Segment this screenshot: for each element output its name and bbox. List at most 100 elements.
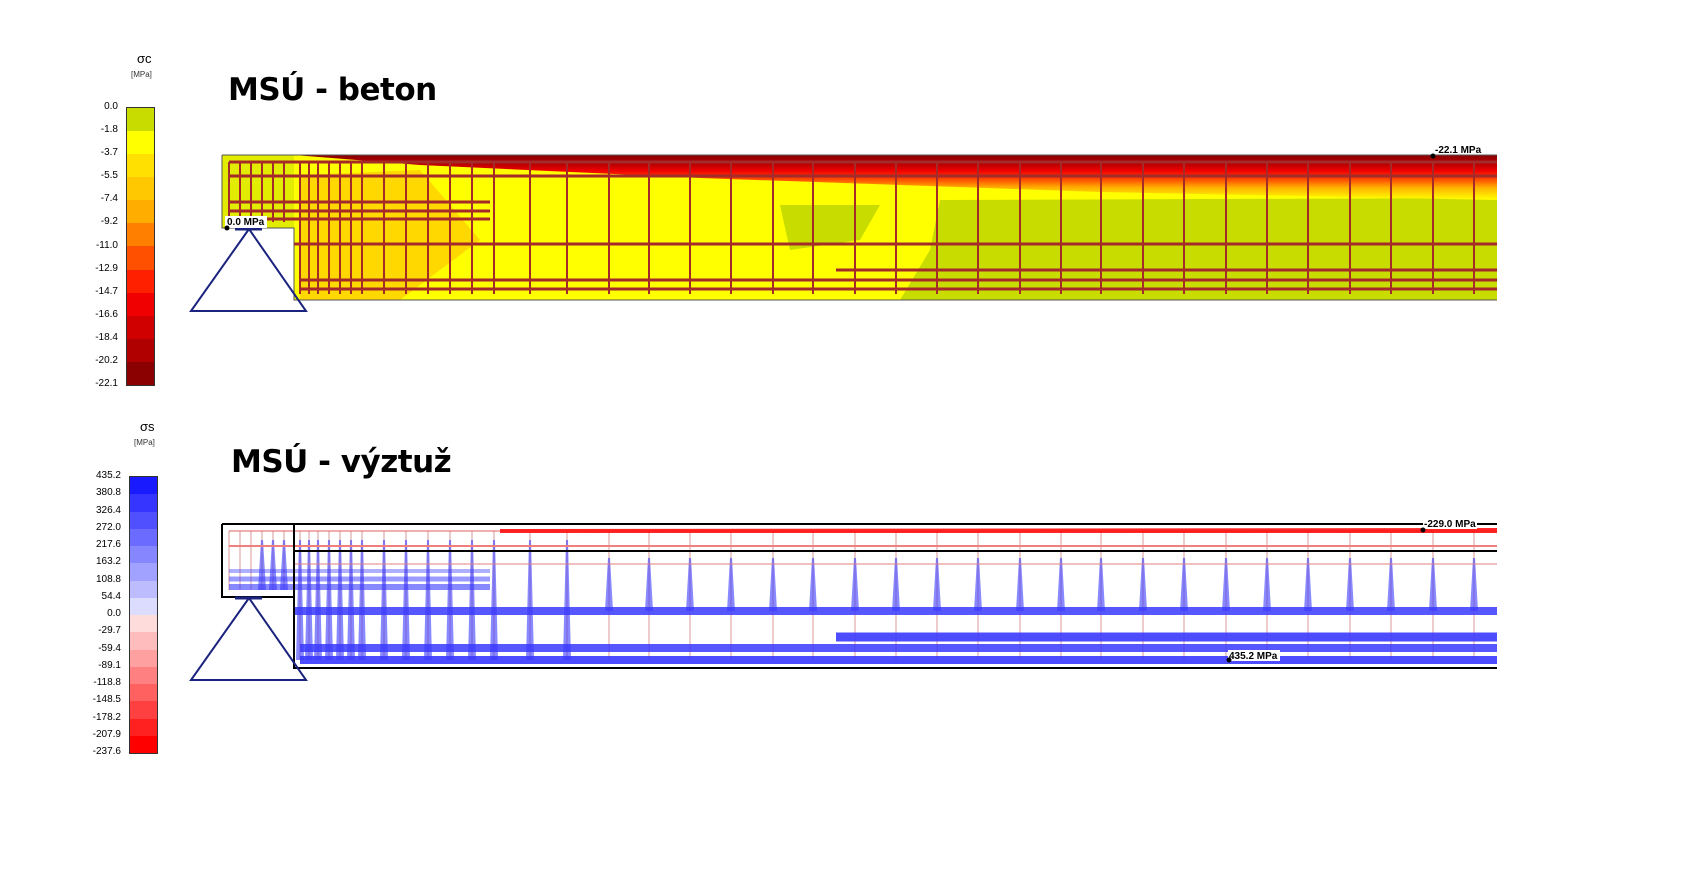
legend-tick-label: -148.5 <box>92 694 121 706</box>
legend-tick-label: -29.7 <box>98 625 121 637</box>
legend-tick-label: 272.0 <box>95 521 121 533</box>
legend-tick-label: -5.5 <box>100 170 118 182</box>
stirrup-tension <box>686 558 694 611</box>
stirrup-tension <box>380 540 388 660</box>
stirrup-tension <box>1387 558 1395 611</box>
legend-tick-label: -18.4 <box>95 331 118 343</box>
legend-tick-label: -20.2 <box>95 354 118 366</box>
color-band <box>130 494 157 512</box>
stirrup-tension <box>490 540 498 660</box>
concrete-min-marker: 0.0 MPa <box>224 216 267 231</box>
legend-tick-label: -118.8 <box>93 677 121 688</box>
stirrup-tension <box>269 540 277 590</box>
color-band <box>130 597 157 615</box>
color-band <box>127 338 154 362</box>
color-band <box>130 718 157 736</box>
stirrup-tension <box>314 540 322 660</box>
color-band <box>130 701 157 719</box>
legend-tick-label: 0.0 <box>107 608 121 619</box>
legend-tick-label: -12.9 <box>95 262 118 274</box>
steel-legend-symbol: σs <box>140 419 155 434</box>
legend-tick-label: -1.8 <box>100 124 118 136</box>
color-band <box>130 546 157 564</box>
steel-beam <box>189 523 1497 681</box>
concrete-legend-symbol: σc <box>137 51 152 66</box>
stirrup-tension <box>296 540 304 660</box>
stress-zone <box>900 198 1497 300</box>
legend-tick-label: 217.6 <box>95 539 121 550</box>
legend-tick-label: -11.0 <box>95 239 118 251</box>
stirrup-tension <box>526 540 534 660</box>
support-icon <box>189 227 308 312</box>
color-band <box>127 269 154 293</box>
concrete-title: MSÚ - beton <box>228 72 437 108</box>
legend-tick-label: 326.4 <box>95 504 121 516</box>
color-band <box>127 200 154 224</box>
color-band <box>127 131 154 155</box>
stirrup-tension <box>446 540 454 660</box>
stirrup-tension <box>1429 558 1437 611</box>
legend-tick-label: 108.8 <box>95 573 121 585</box>
legend-tick-label: -3.7 <box>100 147 118 159</box>
stirrup-tension <box>468 540 476 660</box>
color-band <box>130 528 157 546</box>
stirrup-tension <box>358 540 366 660</box>
legend-tick-label: -9.2 <box>100 216 118 228</box>
steel-color-scale <box>129 476 158 754</box>
legend-tick-label: 54.4 <box>101 590 121 602</box>
stirrup-tension <box>1222 558 1230 611</box>
steel-max-label: 435.2 MPa <box>1229 651 1278 662</box>
concrete-legend-unit: [MPa] <box>131 70 152 79</box>
legend-tick-label: 380.8 <box>95 487 121 499</box>
concrete-max-marker: -22.1 MPa <box>1430 145 1482 159</box>
steel-legend-unit: [MPa] <box>134 438 155 447</box>
legend-tick-label: -237.6 <box>92 746 121 757</box>
concrete-max-label: -22.1 MPa <box>1435 145 1482 156</box>
support-icon <box>189 596 308 681</box>
stirrup-tension <box>645 558 653 611</box>
stirrup-tension <box>1097 558 1105 611</box>
stirrup-tension <box>809 558 817 611</box>
legend-tick-label: 0.0 <box>104 101 118 112</box>
steel-title: MSÚ - výztuž <box>231 444 452 480</box>
stirrup-tension <box>336 540 344 660</box>
color-band <box>130 563 157 581</box>
color-band <box>130 477 157 495</box>
concrete-min-label: 0.0 MPa <box>227 217 265 228</box>
legend-tick-label: -7.4 <box>100 193 118 205</box>
concrete-beam <box>189 154 1497 312</box>
stirrup-tension <box>258 540 266 590</box>
legend-tick-label: -59.4 <box>98 642 121 654</box>
color-band <box>130 615 157 633</box>
stirrup-tension <box>1304 558 1312 611</box>
legend-tick-label: -22.1 <box>95 378 118 389</box>
stirrup-tension <box>1470 558 1478 611</box>
legend-tick-label: -207.9 <box>92 728 121 740</box>
stirrup-tension <box>1057 558 1065 611</box>
stirrup-tension <box>727 558 735 611</box>
stirrup-tension <box>1263 558 1271 611</box>
stirrup-tension <box>347 540 355 660</box>
color-band <box>130 684 157 702</box>
stirrup-tension <box>933 558 941 611</box>
color-band <box>127 108 154 132</box>
stirrup-tension <box>1139 558 1147 611</box>
legend-tick-label: 163.2 <box>95 556 121 568</box>
legend-tick-label: 435.2 <box>95 470 121 481</box>
stirrup-tension <box>605 558 613 611</box>
steel-max-marker: 435.2 MPa <box>1226 650 1280 663</box>
color-band <box>127 154 154 178</box>
color-band <box>130 632 157 650</box>
stirrup-tension <box>851 558 859 611</box>
stirrup-tension <box>424 540 432 660</box>
color-band <box>127 315 154 339</box>
color-band <box>127 177 154 201</box>
color-band <box>127 223 154 247</box>
steel-min-marker: -229.0 MPa <box>1420 518 1477 533</box>
stirrup-tension <box>305 540 313 660</box>
legend-tick-label: -178.2 <box>92 711 121 723</box>
stirrup-tension <box>402 540 410 660</box>
legend-tick-label: -16.6 <box>95 308 118 320</box>
compression-rebar <box>500 528 1497 533</box>
